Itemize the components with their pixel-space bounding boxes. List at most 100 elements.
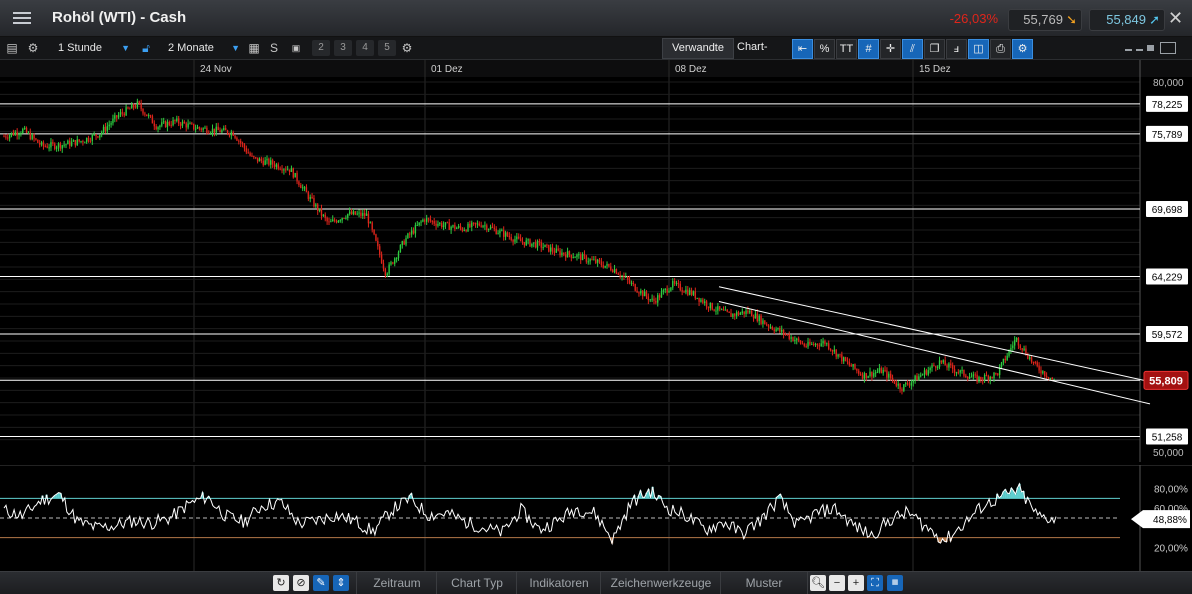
lock-icon[interactable]: 🔓︎ (142, 41, 150, 55)
close-icon[interactable]: ✕ (1168, 8, 1184, 28)
candle-body (991, 376, 993, 379)
tab-muster[interactable]: Muster (720, 572, 808, 594)
text-icon[interactable]: TT (836, 39, 857, 59)
candle-body (99, 134, 101, 138)
candle-body (1004, 358, 1006, 361)
rsi-current-badge (1131, 510, 1190, 529)
candle-body (534, 242, 537, 248)
candle-body (471, 222, 473, 227)
candle-body (215, 126, 217, 133)
edit-icon[interactable]: ✎ (313, 575, 329, 591)
candle-body (42, 142, 45, 147)
comment-icon[interactable]: ◫ (968, 39, 989, 59)
candle-body (781, 329, 783, 332)
rsi-chart[interactable]: 80,00% 60,00% 20,00% 48,88% (0, 465, 1192, 571)
grid-icon[interactable]: # (858, 39, 879, 59)
last-price-label: 55,809 (1149, 375, 1183, 387)
candle-body (170, 124, 172, 126)
candle-body (416, 225, 418, 227)
tab-zeichenwerkzeuge[interactable]: Zeichenwerkzeuge (600, 572, 721, 594)
candle-body (865, 373, 867, 378)
calendar-icon[interactable]: ▦ (887, 575, 903, 591)
candle-body (621, 275, 623, 277)
settings-icon[interactable]: ⚙ (1012, 39, 1033, 59)
candle-body (384, 268, 387, 276)
percent-icon[interactable]: % (814, 39, 835, 59)
menu-icon[interactable] (10, 9, 34, 27)
candlestick-icon[interactable]: ⫽ (902, 39, 923, 59)
candle-body (341, 218, 343, 221)
candle-body (876, 371, 879, 373)
print-icon[interactable]: ⎙ (990, 39, 1011, 59)
gear-icon[interactable]: ⚙ (27, 41, 39, 55)
candle-body (874, 372, 877, 374)
layout-1-button[interactable]: 2 (312, 40, 330, 56)
multi-window-icon[interactable]: ❐ (924, 39, 945, 59)
zoom-icon[interactable]: 🔍︎ (810, 575, 826, 591)
related-button[interactable]: Verwandte (662, 38, 734, 59)
candle-body (82, 141, 84, 143)
tab-chart-typ[interactable]: Chart Typ (436, 572, 517, 594)
candle-body (249, 153, 251, 156)
candle-body (456, 227, 458, 229)
candle-body (653, 298, 655, 301)
bid-price-box[interactable]: 55,769 ➘ (1008, 9, 1082, 31)
zoom-out-icon[interactable]: − (829, 575, 845, 591)
interval-select[interactable]: 1 Stunde ▼ (58, 39, 130, 57)
gear-icon[interactable]: ⚙ (401, 41, 413, 55)
calendar-icon[interactable]: ▦ (248, 41, 260, 55)
level-label-box (1146, 268, 1188, 285)
refresh-icon[interactable]: ↻ (273, 575, 289, 591)
candle-body (159, 125, 161, 128)
layout-2-button[interactable]: 3 (334, 40, 352, 56)
y-tick-label: 50,000 (1153, 448, 1184, 459)
candle-body (961, 369, 963, 371)
collapse-arrow-icon[interactable]: ⇤ (792, 39, 813, 59)
candle-body (557, 248, 559, 251)
layout-4-button[interactable]: 5 (378, 40, 396, 56)
candle-body (388, 264, 390, 274)
candle-body (595, 259, 597, 263)
candle-body (623, 275, 625, 277)
candle-body (548, 244, 550, 252)
fit-icon[interactable]: ⛶ (867, 575, 883, 591)
crosshair-icon[interactable]: ✛ (880, 39, 901, 59)
ask-price-box[interactable]: 55,849 ➚ (1089, 9, 1165, 31)
level-label-box (1146, 201, 1188, 218)
range-select[interactable]: 2 Monate ▼ (168, 39, 240, 57)
restore-icon[interactable] (1136, 49, 1143, 51)
indicator-icon[interactable]: ⅎ (946, 39, 967, 59)
maximize-icon[interactable] (1147, 45, 1154, 51)
tab-indikatoren[interactable]: Indikatoren (516, 572, 601, 594)
candle-body (899, 383, 901, 390)
s-mode-button[interactable]: S (269, 41, 278, 55)
price-chart[interactable]: 78,22575,78969,69864,22959,57255,82051,2… (0, 60, 1192, 463)
candle-body (869, 371, 871, 377)
candle-body (816, 343, 819, 346)
layout-3-button[interactable]: 4 (356, 40, 374, 56)
scroll-icon[interactable]: ⇕ (333, 575, 349, 591)
candle-body (859, 373, 862, 375)
zoom-in-icon[interactable]: + (848, 575, 864, 591)
candle-body (980, 376, 982, 380)
chart-list-icon[interactable]: ▤ (6, 41, 18, 55)
minimize-icon[interactable] (1125, 49, 1132, 51)
candle-body (380, 254, 383, 264)
candle-body (292, 168, 294, 178)
candle-body (125, 107, 127, 116)
tab-zeitraum[interactable]: Zeitraum (356, 572, 437, 594)
candle-body (236, 137, 238, 141)
candle-body (12, 132, 15, 136)
candle-body (136, 101, 139, 108)
layout-icon[interactable]: ▣ (291, 43, 301, 53)
candle-body (626, 276, 629, 280)
candle-body (880, 368, 882, 374)
date-tick-label: 01 Dez (431, 64, 463, 75)
detach-icon[interactable] (1160, 42, 1176, 54)
candle-body (410, 230, 413, 235)
date-tick-label: 08 Dez (675, 64, 707, 75)
cancel-icon[interactable]: ⊘ (293, 575, 309, 591)
candle-body (1040, 370, 1042, 374)
candle-body (367, 213, 370, 224)
candle-body (1045, 375, 1048, 377)
